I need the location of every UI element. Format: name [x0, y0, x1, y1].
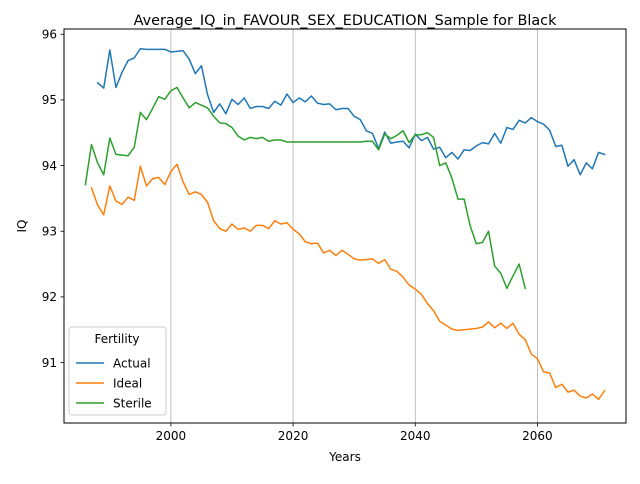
legend-label-ideal: Ideal [113, 377, 142, 391]
data-series [84, 47, 606, 401]
x-tick-label: 2060 [522, 429, 553, 443]
y-tick-label: 93 [42, 225, 57, 239]
legend-entries: Actual Ideal Sterile [76, 357, 152, 411]
series-line-actual [96, 47, 606, 176]
y-tick-label: 91 [42, 356, 57, 370]
legend-title: Fertility [94, 332, 139, 346]
x-tick-label: 2040 [400, 429, 431, 443]
series-line-ideal [90, 163, 606, 401]
gridlines [170, 29, 538, 423]
chart-title: Average_IQ_in_FAVOUR_SEX_EDUCATION_Sampl… [134, 13, 557, 29]
legend-box [68, 326, 167, 416]
y-tick-label: 92 [42, 290, 57, 304]
legend-label-actual: Actual [113, 357, 151, 371]
x-tick-label: 2020 [278, 429, 309, 443]
y-tick-label: 95 [42, 93, 57, 107]
x-axis-title: Years [328, 450, 361, 464]
legend: Fertility Actual Ideal Sterile [68, 326, 167, 416]
series-line-sterile [84, 86, 527, 290]
legend-label-sterile: Sterile [113, 397, 152, 411]
x-axis-ticks: 2000 2020 2040 2060 [156, 423, 553, 443]
x-tick-label: 2000 [156, 429, 187, 443]
y-axis-ticks: 91 92 93 94 95 96 [42, 28, 64, 370]
plot-frame [63, 28, 627, 424]
y-tick-label: 96 [42, 28, 57, 42]
y-tick-label: 94 [42, 159, 57, 173]
y-axis-title: IQ [15, 220, 29, 233]
